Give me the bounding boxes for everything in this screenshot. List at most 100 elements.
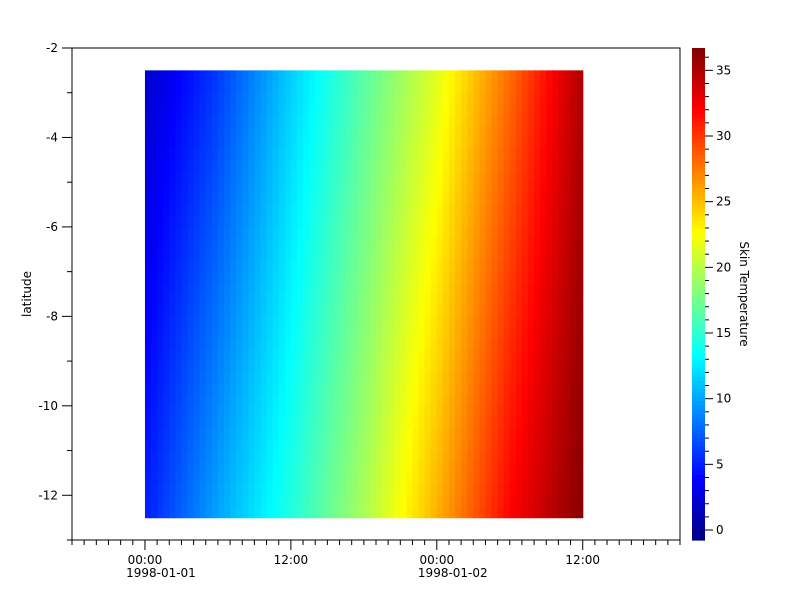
heatmap-cell (382, 316, 389, 329)
heatmap-cell (382, 450, 389, 463)
heatmap-cell (187, 215, 195, 228)
colorbar-segment (692, 326, 705, 332)
heatmap-cell (175, 148, 183, 161)
heatmap-cell (394, 361, 401, 373)
heatmap-cell (248, 383, 255, 396)
heatmap-cell (491, 238, 499, 250)
heatmap-cell (497, 305, 505, 317)
heatmap-cell (290, 316, 298, 329)
heatmap-cell (394, 103, 401, 116)
heatmap-cell (199, 417, 207, 429)
heatmap-cell (199, 126, 207, 139)
colorbar-segment (692, 121, 705, 127)
heatmap-cell (382, 126, 389, 139)
heatmap-cell (424, 193, 432, 206)
heatmap-cell (412, 249, 420, 262)
heatmap-cell (357, 226, 365, 239)
heatmap-cell (540, 506, 547, 519)
heatmap-cell (284, 327, 292, 340)
heatmap-cell (540, 159, 547, 172)
heatmap-cell (144, 450, 152, 463)
heatmap-cell (576, 70, 584, 83)
heatmap-cell (376, 361, 383, 373)
heatmap-cell (540, 316, 547, 329)
heatmap-cell (461, 472, 468, 485)
colorbar-segment (692, 494, 705, 500)
heatmap-cell (321, 294, 328, 306)
heatmap-cell (521, 361, 529, 373)
heatmap-cell (151, 159, 158, 172)
heatmap-cell (181, 182, 189, 194)
heatmap-cell (442, 472, 450, 485)
heatmap-cell (509, 215, 517, 228)
heatmap-cell (242, 81, 249, 94)
heatmap-cell (187, 461, 195, 474)
heatmap-cell (485, 484, 493, 496)
heatmap-cell (552, 226, 559, 239)
heatmap-cell (224, 327, 231, 340)
heatmap-cell (284, 260, 292, 273)
heatmap-cell (205, 204, 213, 217)
heatmap-cell (394, 70, 401, 83)
heatmap-cell (217, 495, 225, 508)
heatmap-cell (230, 81, 237, 94)
heatmap-cell (400, 226, 407, 239)
heatmap-cell (485, 461, 493, 474)
heatmap-cell (534, 260, 541, 273)
heatmap-cell (272, 92, 280, 105)
heatmap-cell (248, 182, 255, 194)
heatmap-cell (448, 472, 456, 485)
heatmap-cell (546, 115, 553, 127)
heatmap-cell (400, 506, 407, 519)
colorbar-segment (692, 433, 705, 439)
heatmap-cell (163, 126, 170, 139)
heatmap-cell (515, 506, 523, 519)
heatmap-cell (388, 92, 395, 105)
heatmap-cell (540, 226, 547, 239)
heatmap-cell (558, 81, 566, 94)
heatmap-cell (388, 495, 395, 508)
heatmap-cell (163, 472, 170, 485)
heatmap-cell (394, 327, 401, 340)
heatmap-cell (388, 171, 395, 183)
heatmap-cell (497, 171, 505, 183)
heatmap-cell (296, 461, 304, 474)
heatmap-cell (528, 70, 535, 83)
heatmap-cell (363, 137, 371, 150)
heatmap-cell (363, 226, 371, 239)
heatmap-cell (369, 249, 377, 262)
heatmap-cell (363, 70, 371, 83)
heatmap-cell (309, 249, 316, 262)
heatmap-cell (418, 215, 426, 228)
heatmap-cell (333, 417, 341, 429)
heatmap-cell (521, 484, 529, 496)
heatmap-cell (151, 215, 158, 228)
heatmap-cell (467, 171, 474, 183)
heatmap-cell (163, 115, 170, 127)
heatmap-cell (327, 70, 335, 83)
heatmap-cell (242, 182, 249, 194)
heatmap-cell (503, 260, 511, 273)
heatmap-cell (278, 238, 286, 250)
heatmap-cell (376, 115, 383, 127)
colorbar-tick-label: 30 (716, 129, 731, 143)
heatmap-cell (473, 282, 480, 295)
heatmap-cell (479, 204, 487, 217)
heatmap-cell (187, 282, 195, 295)
heatmap-cell (187, 159, 195, 172)
heatmap-cell (455, 461, 462, 474)
heatmap-cell (448, 338, 456, 351)
heatmap-cell (388, 260, 395, 273)
heatmap-cell (296, 383, 304, 396)
heatmap-cell (388, 405, 395, 418)
heatmap-cell (394, 282, 401, 295)
heatmap-cell (357, 316, 365, 329)
heatmap-cell (564, 70, 572, 83)
heatmap-cell (290, 383, 298, 396)
heatmap-cell (321, 327, 328, 340)
heatmap-cell (448, 372, 456, 385)
heatmap-cell (157, 495, 164, 508)
heatmap-cell (260, 137, 268, 150)
heatmap-cell (430, 193, 438, 206)
heatmap-cell (248, 428, 255, 440)
